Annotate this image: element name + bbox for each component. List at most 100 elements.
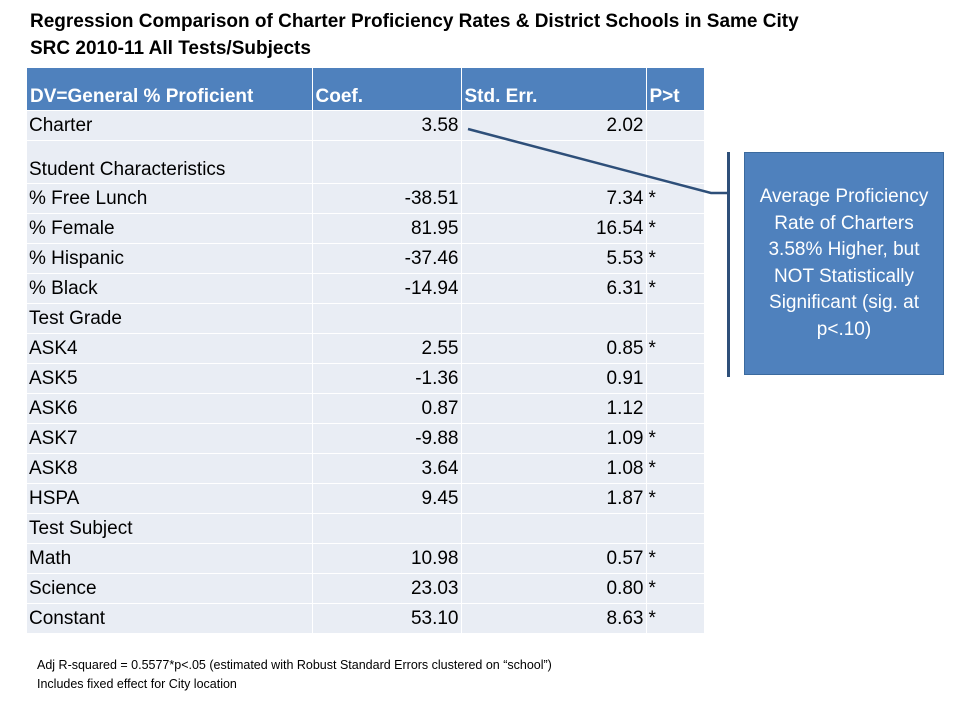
row-label: % Free Lunch [27, 183, 312, 214]
row-label: Science [27, 573, 312, 604]
significance-cell: * [645, 453, 704, 484]
significance-cell: * [645, 273, 704, 304]
table-row: % Female 81.95 16.54 * [27, 213, 704, 244]
table-row: % Black -14.94 6.31 * [27, 273, 704, 304]
significance-cell [645, 140, 704, 184]
significance-cell [645, 110, 704, 141]
table-row: Test Grade [27, 303, 704, 334]
row-label: % Hispanic [27, 243, 312, 274]
row-label: Charter [27, 110, 312, 141]
coef-cell: -38.51 [311, 183, 461, 214]
significance-cell [645, 393, 704, 424]
significance-cell: * [645, 573, 704, 604]
row-label: % Female [27, 213, 312, 244]
row-label: ASK4 [27, 333, 312, 364]
significance-cell: * [645, 183, 704, 214]
table-row: Constant 53.10 8.63 * [27, 603, 704, 633]
std-err-cell: 0.91 [460, 363, 646, 394]
table-row: ASK4 2.55 0.85 * [27, 333, 704, 364]
coef-cell: 81.95 [311, 213, 461, 244]
table-row: HSPA 9.45 1.87 * [27, 483, 704, 514]
table-row: Math 10.98 0.57 * [27, 543, 704, 574]
significance-cell [645, 513, 704, 544]
significance-cell: * [645, 483, 704, 514]
coef-cell: 23.03 [311, 573, 461, 604]
std-err-cell: 1.87 [460, 483, 646, 514]
coef-cell: 3.64 [311, 453, 461, 484]
header-coef: Coef. [311, 68, 461, 111]
significance-cell: * [645, 333, 704, 364]
table-row: Student Characteristics [27, 140, 704, 184]
row-label: ASK8 [27, 453, 312, 484]
table-row: Science 23.03 0.80 * [27, 573, 704, 604]
std-err-cell [460, 513, 646, 544]
coef-cell: 0.87 [311, 393, 461, 424]
coef-cell: 10.98 [311, 543, 461, 574]
coef-cell: -37.46 [311, 243, 461, 274]
significance-cell: * [645, 243, 704, 274]
coef-cell [311, 513, 461, 544]
coef-cell [311, 303, 461, 334]
coef-cell: -9.88 [311, 423, 461, 454]
table-row: % Hispanic -37.46 5.53 * [27, 243, 704, 274]
std-err-cell: 0.85 [460, 333, 646, 364]
table-header-row: DV=General % Proficient Coef. Std. Err. … [27, 68, 704, 111]
coef-cell: 2.55 [311, 333, 461, 364]
significance-cell: * [645, 543, 704, 574]
std-err-cell: 0.57 [460, 543, 646, 574]
std-err-cell: 1.09 [460, 423, 646, 454]
title-line-2: SRC 2010-11 All Tests/Subjects [30, 38, 311, 59]
std-err-cell: 8.63 [460, 603, 646, 633]
callout-bracket [727, 152, 730, 377]
coef-cell: -1.36 [311, 363, 461, 394]
significance-cell: * [645, 213, 704, 244]
significance-cell: * [645, 423, 704, 454]
header-std-err: Std. Err. [460, 68, 646, 111]
std-err-cell: 1.08 [460, 453, 646, 484]
table-row: ASK5 -1.36 0.91 [27, 363, 704, 394]
title-line-1: Regression Comparison of Charter Profici… [30, 11, 799, 32]
header-p: P>t [645, 68, 704, 111]
coef-cell [311, 140, 461, 184]
coef-cell: 53.10 [311, 603, 461, 633]
footnotes: Adj R-squared = 0.5577*p<.05 (estimated … [37, 656, 552, 694]
table-row: ASK8 3.64 1.08 * [27, 453, 704, 484]
row-label: HSPA [27, 483, 312, 514]
std-err-cell: 2.02 [460, 110, 646, 141]
header-dv: DV=General % Proficient [27, 68, 312, 111]
row-label: Student Characteristics [27, 140, 312, 184]
regression-table: DV=General % Proficient Coef. Std. Err. … [27, 68, 704, 633]
row-label: % Black [27, 273, 312, 304]
coef-cell: 3.58 [311, 110, 461, 141]
std-err-cell: 7.34 [460, 183, 646, 214]
std-err-cell: 1.12 [460, 393, 646, 424]
std-err-cell: 5.53 [460, 243, 646, 274]
table-row: ASK6 0.87 1.12 [27, 393, 704, 424]
table-row: % Free Lunch -38.51 7.34 * [27, 183, 704, 214]
std-err-cell [460, 303, 646, 334]
row-label: Test Grade [27, 303, 312, 334]
significance-cell [645, 303, 704, 334]
row-label: ASK5 [27, 363, 312, 394]
significance-cell: * [645, 603, 704, 633]
std-err-cell: 6.31 [460, 273, 646, 304]
std-err-cell: 0.80 [460, 573, 646, 604]
coef-cell: -14.94 [311, 273, 461, 304]
footnote-fixed-effect: Includes fixed effect for City location [37, 677, 237, 691]
slide-title: Regression Comparison of Charter Profici… [30, 8, 799, 62]
coef-cell: 9.45 [311, 483, 461, 514]
table-row: ASK7 -9.88 1.09 * [27, 423, 704, 454]
table-row: Charter 3.58 2.02 [27, 110, 704, 141]
row-label: ASK7 [27, 423, 312, 454]
significance-cell [645, 363, 704, 394]
row-label: ASK6 [27, 393, 312, 424]
footnote-r-squared: Adj R-squared = 0.5577*p<.05 (estimated … [37, 658, 552, 672]
std-err-cell: 16.54 [460, 213, 646, 244]
row-label: Constant [27, 603, 312, 633]
std-err-cell [460, 140, 646, 184]
row-label: Test Subject [27, 513, 312, 544]
callout-text: Average Proficiency Rate of Charters 3.5… [759, 186, 929, 340]
row-label: Math [27, 543, 312, 574]
table-row: Test Subject [27, 513, 704, 544]
callout-box: Average Proficiency Rate of Charters 3.5… [744, 152, 944, 375]
